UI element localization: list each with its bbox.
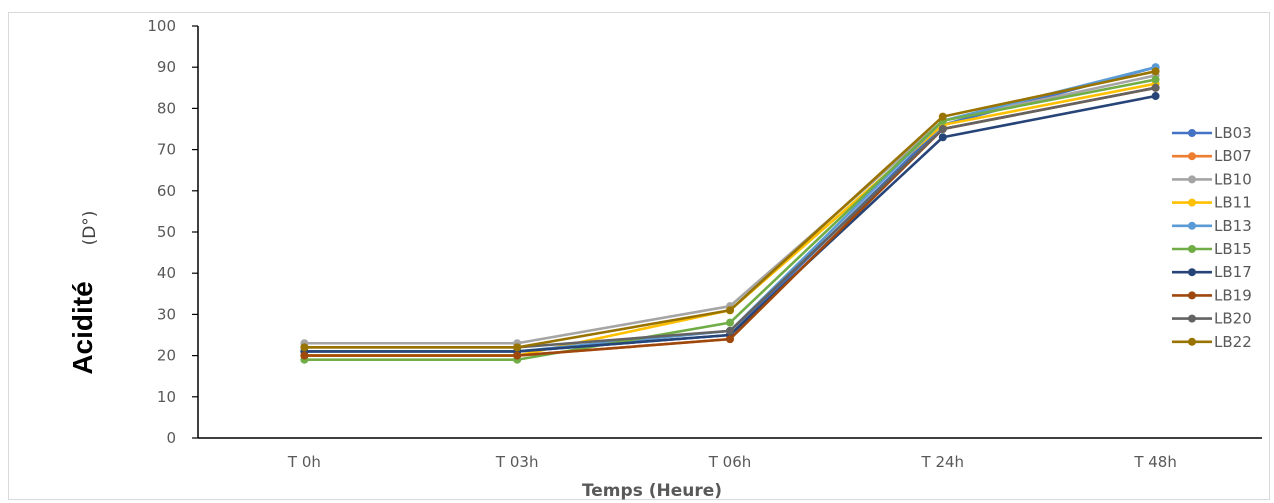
y-tick-label: 20 (157, 347, 176, 365)
y-tick-label: 90 (157, 58, 176, 76)
legend-swatch-marker (1188, 245, 1196, 253)
legend-label: LB19 (1214, 286, 1252, 304)
data-point-lb20 (726, 326, 734, 335)
y-tick-label: 70 (157, 141, 176, 159)
data-point-lb19 (300, 351, 309, 360)
data-point-lb19 (513, 351, 522, 360)
data-point-lb17 (1151, 92, 1160, 101)
y-tick-label: 10 (157, 388, 176, 406)
y-tick-label: 30 (157, 305, 176, 323)
x-tick-label: T 24h (921, 453, 965, 471)
legend-item-lb10: LB10 (1172, 170, 1252, 188)
legend-label: LB03 (1214, 124, 1252, 142)
legend-item-lb03: LB03 (1172, 124, 1252, 142)
data-point-lb22 (938, 112, 947, 121)
series-line-lb07 (304, 86, 1156, 357)
data-point-lb22 (513, 343, 522, 352)
legend-item-lb17: LB17 (1172, 263, 1252, 281)
x-axis: T 0h T 03h T 06h T 24h T 48h (198, 437, 1262, 471)
series-lb11 (300, 79, 1160, 360)
legend-swatch-marker (1188, 175, 1196, 184)
series-lb17 (300, 92, 1160, 356)
x-tick-label: T 0h (287, 453, 321, 471)
legend-label: LB13 (1214, 217, 1252, 235)
y-axis: 0 10 20 30 40 50 60 70 80 90 100 (147, 17, 199, 447)
data-point-lb22 (300, 343, 309, 352)
series-lb22 (300, 67, 1160, 352)
legend-swatch-marker (1188, 337, 1196, 346)
legend-swatch-marker (1188, 221, 1196, 230)
x-tick-label: T 48h (1133, 453, 1177, 471)
series-line-lb19 (304, 86, 1156, 357)
data-point-lb15 (1151, 75, 1160, 84)
x-tick-label: T 03h (495, 453, 539, 471)
legend-label: LB17 (1214, 263, 1252, 281)
legend-item-lb19: LB19 (1172, 286, 1252, 304)
data-point-lb15 (726, 318, 734, 327)
x-axis-title: Temps (Heure) (582, 481, 722, 501)
data-point-lb20 (938, 125, 947, 133)
y-tick-label: 50 (157, 223, 176, 241)
legend-item-lb22: LB22 (1172, 333, 1252, 351)
legend-item-lb13: LB13 (1172, 217, 1252, 235)
y-tick-label: 0 (166, 429, 176, 447)
legend-label: LB07 (1214, 147, 1252, 165)
data-point-lb22 (1151, 67, 1160, 76)
legend-label: LB11 (1214, 194, 1252, 212)
series-lb19 (300, 83, 1160, 360)
legend-item-lb20: LB20 (1172, 310, 1252, 328)
legend-swatch-marker (1188, 268, 1196, 277)
series-lb15 (300, 75, 1160, 364)
y-axis-title: Acidité (67, 281, 98, 374)
y-tick-label: 100 (147, 17, 176, 35)
y-tick-label: 40 (157, 264, 176, 282)
legend-label: LB22 (1214, 333, 1252, 351)
legend: LB03 LB07 LB10 LB11 LB13 LB15 LB17 LB19 LB20 LB22 (1172, 124, 1252, 351)
legend-swatch-marker (1188, 152, 1196, 161)
legend-item-lb15: LB15 (1172, 240, 1252, 258)
y-tick-label: 60 (157, 182, 176, 200)
legend-swatch-marker (1188, 198, 1196, 207)
data-point-lb17 (938, 133, 947, 142)
y-axis-unit: (D°) (80, 211, 100, 246)
data-point-lb19 (726, 335, 734, 344)
legend-swatch-marker (1188, 291, 1196, 300)
legend-label: LB20 (1214, 310, 1252, 328)
data-point-lb22 (726, 306, 734, 315)
legend-item-lb07: LB07 (1172, 147, 1252, 165)
x-tick-label: T 06h (708, 453, 752, 471)
legend-label: LB15 (1214, 240, 1252, 258)
data-point-lb20 (1151, 83, 1160, 92)
series-lb07 (300, 83, 1160, 360)
series-line-lb11 (304, 82, 1156, 357)
legend-item-lb11: LB11 (1172, 194, 1252, 212)
series-group (300, 63, 1160, 364)
legend-swatch-marker (1188, 314, 1196, 323)
legend-label: LB10 (1214, 170, 1252, 188)
y-tick-label: 80 (157, 99, 176, 117)
legend-swatch-marker (1188, 129, 1196, 137)
